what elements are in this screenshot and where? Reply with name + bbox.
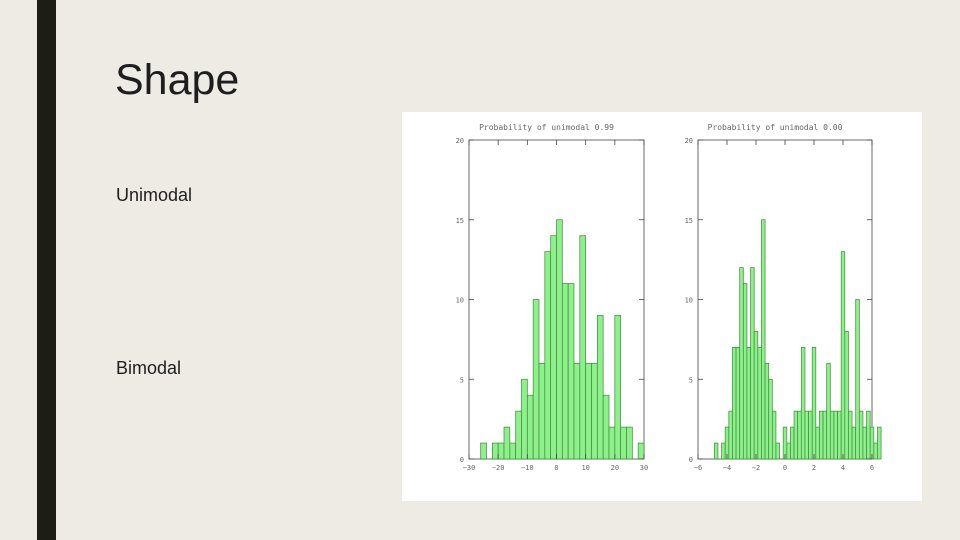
histogram-bar (786, 442, 791, 460)
histogram-bar (855, 299, 860, 460)
histogram-bar (768, 378, 773, 460)
histogram-bar (626, 426, 633, 460)
histogram-bar (728, 410, 733, 460)
histogram-bar (732, 347, 737, 460)
histogram-bar (608, 426, 616, 460)
x-tick-label: 0 (554, 464, 558, 472)
y-tick-label: 0 (689, 456, 693, 464)
histogram-bar (764, 362, 770, 460)
histogram-bar (526, 394, 534, 460)
histogram-bar (521, 378, 528, 460)
histogram-bar (509, 442, 517, 460)
histogram-bar (851, 426, 857, 460)
x-tick-label: −30 (463, 464, 476, 472)
y-tick-label: 10 (456, 297, 464, 305)
y-tick-label: 15 (456, 217, 464, 225)
histogram-bar (822, 410, 828, 460)
histogram-bar (497, 442, 505, 460)
y-tick-label: 15 (685, 217, 693, 225)
x-tick-label: 10 (581, 464, 589, 472)
y-tick-label: 5 (689, 376, 693, 384)
histogram-bar (761, 219, 766, 460)
histogram-bar (637, 442, 645, 460)
histogram-bar (862, 426, 867, 460)
histogram-bar (585, 362, 592, 460)
accent-bar (37, 0, 56, 540)
histogram-bar (556, 219, 563, 460)
histogram-bar (742, 283, 748, 460)
histogram-bar (515, 410, 522, 460)
y-tick-label: 5 (460, 376, 464, 384)
histogram-bar (561, 283, 569, 460)
histogram-bar (840, 251, 846, 460)
x-tick-label: 30 (640, 464, 648, 472)
histogram-bar (491, 442, 499, 460)
x-tick-label: −4 (723, 464, 731, 472)
histogram-bar (620, 426, 627, 460)
histogram-bar (811, 347, 817, 460)
histogram-bar (750, 267, 755, 460)
histogram-bar (808, 410, 813, 460)
histogram-bar (596, 315, 604, 460)
x-tick-label: −6 (694, 464, 702, 472)
histogram-bar (746, 347, 751, 460)
y-tick-label: 10 (685, 297, 693, 305)
histogram-bar (804, 410, 809, 460)
y-tick-label: 20 (685, 137, 693, 145)
histogram-bar (579, 235, 587, 460)
histogram-bar (797, 410, 802, 460)
histogram-bar (538, 362, 546, 460)
histogram-bar (532, 299, 540, 460)
histogram-bar (602, 394, 610, 460)
histogram-bar (713, 442, 719, 460)
histogram-bar (757, 347, 762, 460)
histogram-bar (739, 267, 744, 460)
x-tick-label: 6 (870, 464, 874, 472)
bullet-unimodal: Unimodal (116, 185, 193, 205)
y-tick-label: 20 (456, 137, 464, 145)
x-tick-label: −10 (521, 464, 534, 472)
histogram-bar (550, 235, 557, 460)
x-tick-label: 2 (812, 464, 816, 472)
histogram-bar (480, 442, 487, 460)
slide-title: Shape (115, 56, 240, 104)
histogram-bar (591, 362, 598, 460)
histogram-bar (721, 442, 726, 460)
histogram-bar (753, 331, 759, 460)
histogram-bar (866, 410, 871, 460)
histogram-bar (567, 283, 575, 460)
histogram-bar (844, 331, 849, 460)
x-tick-label: 4 (841, 464, 845, 472)
histogram-bar (790, 426, 795, 460)
histogram-bar (873, 442, 878, 460)
histogram-bar (735, 347, 741, 460)
x-tick-label: −2 (752, 464, 760, 472)
histogram-bar (837, 410, 842, 460)
histogram-figure: 0 5 10 15 20 −30 −20 −10 0 10 20 30 Probability of u… (402, 112, 922, 501)
x-tick-label: 0 (783, 464, 787, 472)
x-tick-label: 20 (611, 464, 619, 472)
histogram-bar (775, 442, 780, 460)
histogram-bar (833, 410, 838, 460)
histogram-bar (829, 410, 835, 460)
chart-title: Probability of unimodal 0.00 (708, 123, 843, 132)
histogram-bar (877, 426, 882, 460)
histogram-bar (771, 410, 777, 460)
histogram-bar (819, 410, 824, 460)
histogram-bar (793, 410, 799, 460)
histogram-bar (573, 362, 581, 460)
histogram-bar (544, 251, 552, 460)
x-tick-label: −20 (492, 464, 505, 472)
histogram-bar (614, 315, 622, 460)
histogram-bar (815, 426, 820, 460)
bullet-bimodal: Bimodal (116, 358, 182, 378)
histogram-bar (503, 426, 511, 460)
histogram-bar (800, 347, 806, 460)
chart-title: Probability of unimodal 0.99 (479, 123, 614, 132)
y-tick-label: 0 (460, 456, 464, 464)
histogram-bar (826, 362, 831, 460)
histogram-bar (858, 410, 864, 460)
histogram-bar (848, 410, 853, 460)
